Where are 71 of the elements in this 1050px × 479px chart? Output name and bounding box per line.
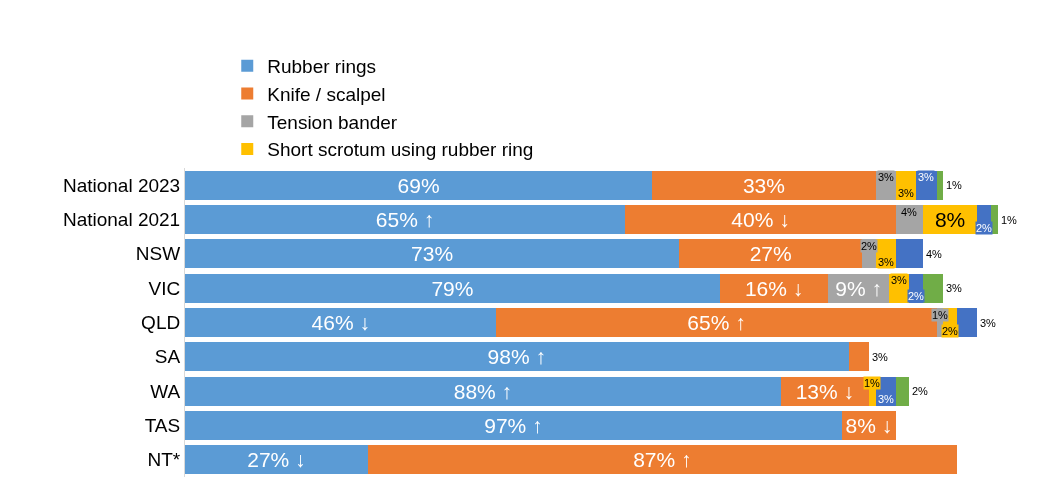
- data-label: 2%: [942, 325, 959, 337]
- data-label: 4%: [926, 248, 943, 260]
- data-label: 46% ↓: [311, 311, 370, 334]
- legend-label: Short scrotum using rubber ring: [267, 139, 534, 161]
- bar: [185, 376, 781, 406]
- data-label: 2%: [861, 240, 878, 252]
- data-label: 3%: [878, 171, 895, 183]
- data-label: 87% ↑: [633, 448, 692, 472]
- data-label: 9% ↑: [835, 276, 883, 300]
- data-label: 1%: [932, 309, 949, 321]
- bar: [923, 273, 944, 303]
- data-label: 79%: [431, 276, 474, 300]
- data-label: 8% ↓: [845, 414, 893, 437]
- bar: [895, 376, 910, 406]
- bar: [679, 239, 863, 269]
- data-label: 1%: [1001, 214, 1018, 226]
- data-label: 16% ↓: [744, 276, 804, 300]
- data-label: 27%: [749, 242, 792, 266]
- data-label: 65% ↑: [375, 208, 435, 231]
- data-label: 3%: [878, 256, 895, 268]
- data-label: 8%: [934, 208, 966, 231]
- data-label: 3%: [980, 317, 997, 329]
- data-label: 3%: [946, 282, 963, 294]
- data-label: 3%: [918, 171, 935, 183]
- y-tick-label: QLD: [141, 312, 181, 334]
- data-label: 4%: [901, 206, 918, 218]
- data-label: 3%: [891, 274, 908, 286]
- data-label: 2%: [976, 222, 993, 234]
- y-tick-label: National 2021: [62, 209, 181, 231]
- bar: [185, 170, 653, 200]
- data-label: 2%: [908, 290, 925, 302]
- data-label: 2%: [912, 385, 929, 397]
- data-label: 1%: [946, 179, 963, 191]
- bar: [990, 205, 998, 234]
- y-tick-label: NSW: [135, 243, 181, 265]
- data-label: 97% ↑: [484, 414, 543, 437]
- bar: [185, 239, 680, 269]
- data-label: 3%: [898, 187, 915, 199]
- bar: [895, 239, 924, 269]
- data-label: 13% ↓: [795, 379, 855, 403]
- y-tick-label: National 2023: [62, 174, 181, 196]
- bar: [185, 445, 368, 475]
- bar: [185, 342, 849, 372]
- bar: [185, 411, 842, 440]
- y-tick-label: TAS: [144, 415, 181, 437]
- data-label: 1%: [864, 377, 881, 389]
- y-tick-label: SA: [154, 346, 181, 368]
- data-label: 27% ↓: [247, 448, 306, 472]
- bar: [367, 445, 957, 475]
- bar: [185, 205, 626, 234]
- data-label: 40% ↓: [731, 208, 790, 231]
- legend-label: Rubber rings: [267, 56, 377, 78]
- y-tick-label: VIC: [148, 277, 181, 299]
- data-label: 69%: [397, 173, 440, 197]
- data-label: 65% ↑: [687, 311, 746, 334]
- data-label: 3%: [872, 351, 889, 363]
- bar: [185, 308, 497, 337]
- bar: [848, 342, 869, 372]
- data-label: 3%: [878, 393, 895, 405]
- data-label: 73%: [411, 242, 454, 266]
- y-tick-label: NT*: [147, 449, 181, 471]
- data-label: 88% ↑: [453, 379, 513, 403]
- data-label: 98% ↑: [487, 345, 546, 369]
- y-tick-label: WA: [150, 380, 181, 402]
- bar: [185, 273, 720, 303]
- legend-label: Tension bander: [267, 111, 398, 133]
- bar: [956, 308, 978, 337]
- legend-label: Knife / scalpel: [267, 83, 386, 105]
- bar: [625, 205, 896, 234]
- data-label: 33%: [742, 173, 785, 197]
- bar: [719, 273, 829, 303]
